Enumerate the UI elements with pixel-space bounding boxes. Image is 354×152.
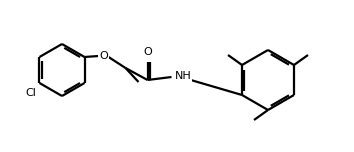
Text: O: O: [143, 47, 152, 57]
Text: Cl: Cl: [25, 88, 36, 98]
Text: O: O: [99, 51, 108, 61]
Text: NH: NH: [175, 71, 191, 81]
